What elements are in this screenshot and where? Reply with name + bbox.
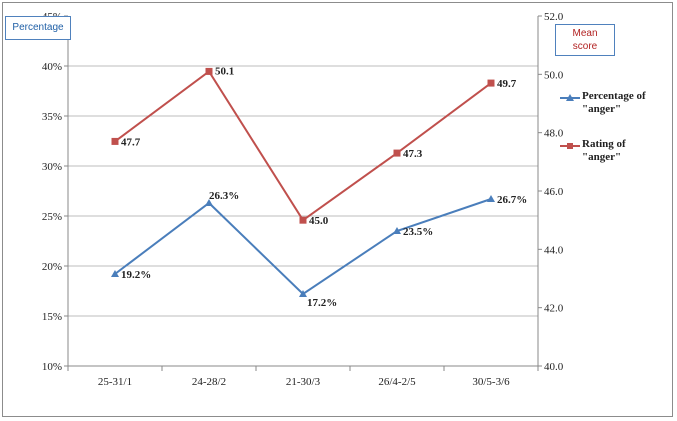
legend-label-percentage: Percentage of "anger" — [582, 90, 677, 116]
right-axis-tick-label: 40.0 — [544, 361, 564, 373]
right-axis-title-line1: Mean — [572, 28, 598, 39]
left-axis-title: Percentage — [5, 16, 71, 40]
data-point-square — [487, 79, 495, 87]
left-axis-tick-label: 20% — [42, 261, 62, 273]
data-point-triangle — [205, 199, 213, 206]
data-label: 17.2% — [307, 297, 337, 309]
data-label: 26.7% — [497, 194, 527, 206]
x-axis-tick-label: 25-31/1 — [98, 376, 132, 388]
series-line-percentage — [114, 198, 492, 296]
legend-triangle-icon — [560, 94, 580, 101]
chart-frame — [2, 2, 673, 417]
data-point-square — [111, 137, 119, 145]
data-point-triangle — [111, 270, 119, 277]
right-axis-tick-label: 50.0 — [544, 69, 564, 81]
data-point-square — [299, 216, 307, 224]
left-axis-tick-label: 35% — [42, 111, 62, 123]
series-line-rating — [114, 69, 492, 222]
right-axis-tick-label: 46.0 — [544, 186, 564, 198]
data-label: 47.7 — [121, 136, 141, 148]
right-axis-tick-label: 48.0 — [544, 128, 564, 140]
right-axis-tick-label: 42.0 — [544, 303, 564, 315]
data-point-triangle — [393, 227, 401, 234]
left-axis-tick-label: 10% — [42, 361, 62, 373]
x-axis-tick-label: 24-28/2 — [192, 376, 226, 388]
right-axis-tick-label: 52.0 — [544, 11, 564, 23]
legend-label-rating: Rating of "anger" — [582, 138, 677, 164]
legend-label-line: Percentage of — [582, 90, 646, 102]
right-axis-title-line2: score — [572, 41, 598, 52]
data-point-square — [205, 67, 213, 75]
left-axis-tick-label: 15% — [42, 311, 62, 323]
legend-label-line: Rating of — [582, 138, 626, 150]
right-axis-title: Mean score — [555, 24, 615, 56]
data-point-triangle — [299, 290, 307, 297]
legend-label-line: "anger" — [582, 151, 622, 163]
left-axis-tick-label: 25% — [42, 211, 62, 223]
data-label: 45.0 — [309, 215, 329, 227]
data-point-square — [393, 149, 401, 157]
data-label: 47.3 — [403, 148, 423, 160]
x-axis-tick-label: 30/5-3/6 — [472, 376, 510, 388]
legend-square-icon — [560, 143, 580, 149]
data-point-triangle — [487, 195, 495, 202]
right-axis-tick-label: 44.0 — [544, 244, 564, 256]
left-axis-tick-label: 30% — [42, 161, 62, 173]
x-axis-tick-label: 26/4-2/5 — [378, 376, 416, 388]
left-axis-tick-label: 40% — [42, 61, 62, 73]
data-label: 26.3% — [209, 190, 239, 202]
legend-label-line: "anger" — [582, 103, 622, 115]
data-label: 50.1 — [215, 65, 234, 77]
data-label: 19.2% — [121, 269, 151, 281]
x-axis-tick-label: 21-30/3 — [286, 376, 321, 388]
data-label: 23.5% — [403, 226, 433, 238]
data-label: 49.7 — [497, 78, 517, 90]
